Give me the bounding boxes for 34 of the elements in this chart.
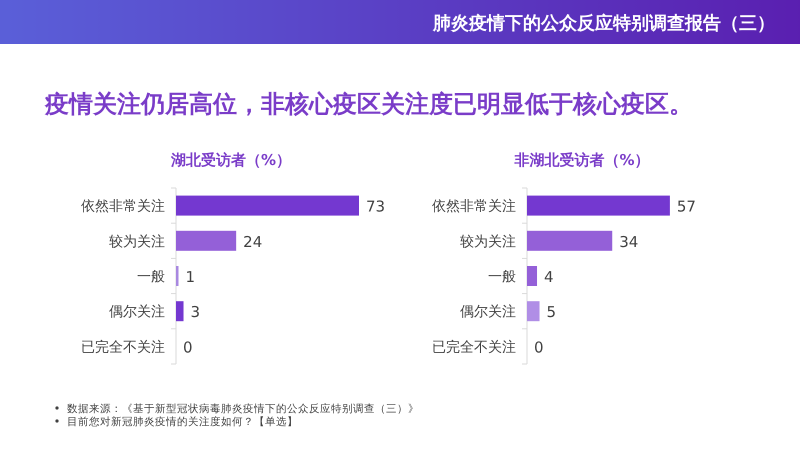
bar bbox=[176, 301, 184, 322]
data-label: 5 bbox=[546, 303, 556, 322]
y-tick-label: 一般 bbox=[488, 269, 516, 285]
text: 疫情关注仍居高位，非核心疫区关注度已明显低于核心疫区。 bbox=[44, 90, 693, 118]
bar bbox=[176, 266, 179, 286]
y-tick-label: 已完全不关注 bbox=[81, 339, 165, 356]
bar bbox=[176, 196, 359, 216]
data-label: 0 bbox=[183, 338, 193, 356]
data-label: 34 bbox=[619, 232, 638, 251]
data-label: 57 bbox=[676, 198, 696, 216]
y-tick-label: 较为关注 bbox=[460, 234, 516, 250]
bar bbox=[527, 301, 540, 322]
data-label: 4 bbox=[544, 268, 554, 286]
data-label: 1 bbox=[186, 268, 196, 286]
bar bbox=[527, 196, 670, 216]
data-label: 73 bbox=[366, 198, 386, 216]
y-tick-label: 偶尔关注 bbox=[460, 304, 516, 320]
data-label: 0 bbox=[534, 338, 544, 356]
chart-title: 湖北受访者（%） bbox=[170, 151, 292, 169]
bar bbox=[176, 230, 236, 251]
text: 目前您对新冠肺炎疫情的关注度如何？【单选】 bbox=[67, 415, 298, 428]
bar bbox=[527, 266, 538, 286]
source-note: 数据来源：《基于新型冠状病毒肺炎疫情下的公众反应特别调查（三）》 bbox=[67, 402, 419, 415]
data-label: 24 bbox=[243, 232, 262, 251]
y-tick-label: 一般 bbox=[137, 269, 165, 285]
bar bbox=[527, 230, 612, 251]
y-tick-label: 已完全不关注 bbox=[432, 339, 516, 356]
y-tick-label: 依然非常关注 bbox=[81, 198, 165, 215]
y-tick-label: 依然非常关注 bbox=[432, 198, 516, 215]
text: 肺炎疫情下的公众反应特别调查报告（三） bbox=[432, 13, 775, 34]
data-label: 3 bbox=[190, 303, 200, 322]
chart-title: 非湖北受访者（%） bbox=[513, 151, 650, 169]
y-tick-label: 偶尔关注 bbox=[109, 304, 165, 320]
y-tick-label: 较为关注 bbox=[109, 234, 165, 250]
